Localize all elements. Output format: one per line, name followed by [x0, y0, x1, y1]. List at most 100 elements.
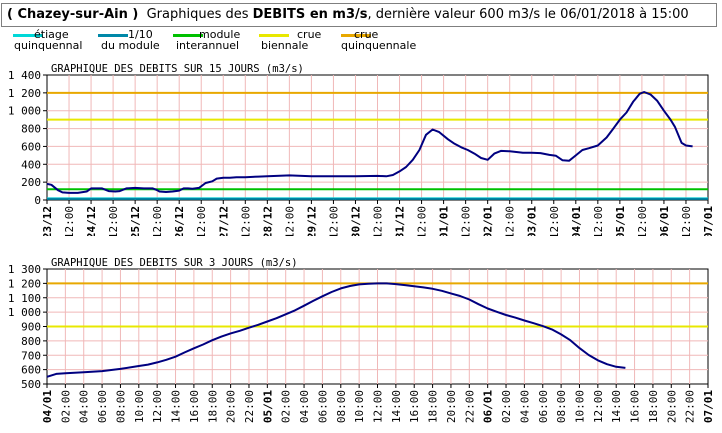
- chart2-xtick-label: 06/01: [482, 390, 495, 423]
- chart2-ytick-label: 600: [21, 364, 41, 377]
- chart2-xtick-label: 06:00: [537, 390, 550, 423]
- chart1-xtick-label: 12:00: [63, 206, 76, 236]
- chart1-ytick-label: 800: [21, 123, 41, 136]
- chart1-xtick-label: 12:00: [151, 206, 164, 236]
- chart1-xtick-label: 12:00: [416, 206, 429, 236]
- chart1-xtick-label: 12:00: [195, 206, 208, 236]
- chart2-xtick-label: 14:00: [170, 390, 183, 423]
- chart1-xtick-label: 01/01: [438, 206, 451, 236]
- chart1-xtick-label: 02/01: [482, 206, 495, 236]
- chart2-xtick-label: 04:00: [298, 390, 311, 423]
- title-metric: DEBITS en m3/s: [252, 7, 368, 22]
- chart2-xtick-label: 08:00: [335, 390, 348, 423]
- legend-label-dixieme-1: 1/10: [128, 28, 153, 41]
- chart1-ytick-label: 1 000: [8, 105, 41, 118]
- legend-swatch-etiage: [13, 34, 43, 37]
- legend-label-etiage-1: étiage: [34, 28, 69, 41]
- chart1-xtick-label: 12:00: [680, 206, 693, 236]
- chart2-xtick-label: 10:00: [133, 390, 146, 423]
- chart1-xtick-label: 25/12: [129, 206, 142, 236]
- legend-label-biennale-1: crue: [297, 28, 322, 41]
- chart1-ytick-label: 200: [21, 176, 41, 189]
- chart2-ytick-label: 700: [21, 349, 41, 362]
- chart1-xtick-label: 06/01: [658, 206, 671, 236]
- chart-15-days: 0 200 400 600 800 1 000 1 200 1 400 23/12 12:00 24…: [8, 63, 715, 236]
- chart1-title: GRAPHIQUE DES DEBITS SUR 15 JOURS (m3/s): [51, 63, 304, 75]
- chart2-ytick-label: 500: [21, 378, 41, 391]
- chart1-xtick-label: 12:00: [504, 206, 517, 236]
- title-prefix: Graphiques des: [146, 7, 249, 22]
- chart2-xtick-label: 10:00: [353, 390, 366, 423]
- chart1-xtick-label: 28/12: [261, 206, 274, 236]
- chart1-xtick-label: 12:00: [107, 206, 120, 236]
- chart1-xtick-label: 04/01: [570, 206, 583, 236]
- chart1-xtick-label: 29/12: [305, 206, 318, 236]
- chart2-xtick-label: 06:00: [316, 390, 329, 423]
- legend-swatch-dixieme: [98, 34, 128, 37]
- chart1-ytick-label: 600: [21, 140, 41, 153]
- chart2-ytick-label: 800: [21, 335, 41, 348]
- chart2-xtick-label: 16:00: [188, 390, 201, 423]
- chart2-xtick-label: 14:00: [610, 390, 623, 423]
- chart2-title: GRAPHIQUE DES DEBITS SUR 3 JOURS (m3/s): [51, 257, 298, 269]
- chart1-ytick-label: 0: [34, 194, 41, 207]
- legend-label-quinquennale-1: crue: [354, 28, 379, 41]
- chart2-xtick-label: 12:00: [372, 390, 385, 423]
- chart1-xtick-label: 30/12: [349, 206, 362, 236]
- chart1-xtick-label: 12:00: [636, 206, 649, 236]
- chart2-xtick-label: 04:00: [518, 390, 531, 423]
- chart1-xtick-label: 05/01: [614, 206, 627, 236]
- chart1-ytick-label: 400: [21, 158, 41, 171]
- chart2-xtick-label: 22:00: [463, 390, 476, 423]
- chart2-xtick-label: 10:00: [573, 390, 586, 423]
- chart2-ytick-label: 1 300: [8, 263, 41, 276]
- chart2-xtick-label: 22:00: [243, 390, 256, 423]
- chart2-xtick-label: 18:00: [427, 390, 440, 423]
- chart2-xtick-label: 12:00: [592, 390, 605, 423]
- chart2-xtick-label: 04:00: [78, 390, 91, 423]
- legend-label-biennale-2: biennale: [261, 39, 309, 52]
- chart1-xtick-label: 12:00: [239, 206, 252, 236]
- chart2-xtick-label: 02:00: [280, 390, 293, 423]
- legend: étiage quinquennal 1/10 du module module…: [1, 28, 717, 54]
- chart2-xtick-label: 16:00: [629, 390, 642, 423]
- chart1-xtick-label: 12:00: [372, 206, 385, 236]
- legend-label-quinquennale-2: quinquennale: [341, 39, 417, 52]
- legend-label-dixieme-2: du module: [101, 39, 160, 52]
- title-suffix: , dernière valeur 600 m3/s le 06/01/2018…: [367, 7, 689, 22]
- legend-label-module-1: module: [199, 28, 241, 41]
- chart1-ytick-label: 1 200: [8, 87, 41, 100]
- chart2-xtick-label: 18:00: [206, 390, 219, 423]
- legend-label-etiage-2: quinquennal: [14, 39, 83, 52]
- chart2-ytick-label: 1 200: [8, 277, 41, 290]
- legend-swatch-biennale: [259, 34, 289, 37]
- chart1-xtick-label: 24/12: [85, 206, 98, 236]
- legend-swatch-quinquennale: [341, 34, 371, 37]
- chart1-xtick-label: 12:00: [327, 206, 340, 236]
- chart1-xtick-label: 12:00: [592, 206, 605, 236]
- chart2-xtick-label: 20:00: [665, 390, 678, 423]
- chart2-xtick-label: 20:00: [445, 390, 458, 423]
- chart2-xtick-label: 02:00: [500, 390, 513, 423]
- chart1-xtick-label: 31/12: [394, 206, 407, 236]
- title-bar: ( Chazey-sur-Ain ) Graphiques des DEBITS…: [1, 3, 717, 27]
- chart1-xtick-label: 27/12: [217, 206, 230, 236]
- chart2-xtick-label: 16:00: [408, 390, 421, 423]
- chart1-ytick-label: 1 400: [8, 69, 41, 82]
- chart2-xtick-label: 04/01: [41, 390, 54, 423]
- chart1-xtick-label: 23/12: [41, 206, 54, 236]
- station-name: ( Chazey-sur-Ain ): [7, 7, 139, 22]
- legend-swatch-module: [173, 34, 203, 37]
- chart2-ytick-label: 900: [21, 321, 41, 334]
- chart2-ytick-label: 1 100: [8, 292, 41, 305]
- chart2-xtick-label: 02:00: [59, 390, 72, 423]
- chart1-xtick-label: 12:00: [548, 206, 561, 236]
- chart2-xtick-label: 07/01: [702, 390, 715, 423]
- chart1-xtick-label: 07/01: [702, 206, 715, 236]
- chart2-series-line: [46, 282, 626, 378]
- chart1-xtick-label: 03/01: [526, 206, 539, 236]
- chart2-xtick-label: 18:00: [647, 390, 660, 423]
- chart1-xtick-label: 26/12: [173, 206, 186, 236]
- chart2-xtick-label: 08:00: [555, 390, 568, 423]
